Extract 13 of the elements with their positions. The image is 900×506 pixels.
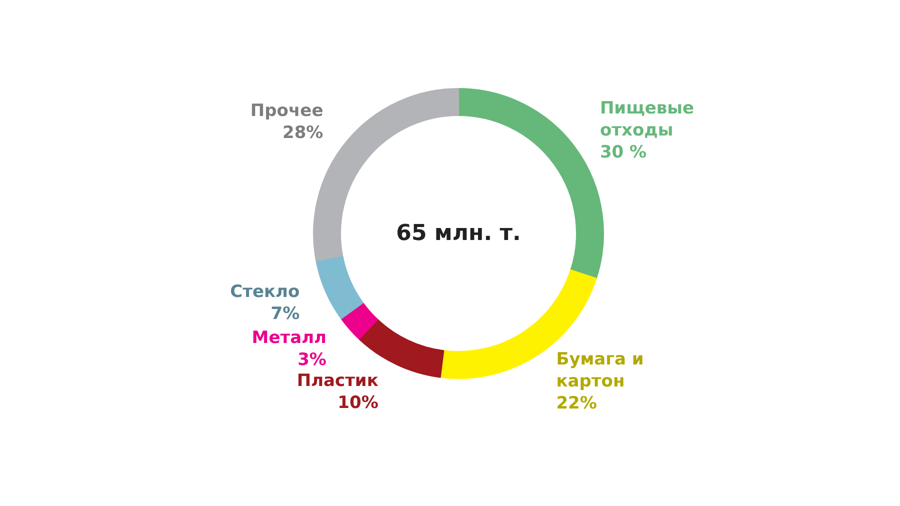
slice-label: Пластик	[296, 370, 379, 391]
data-label: 3%	[298, 350, 326, 370]
text: 65 млн. т.	[396, 221, 521, 246]
slice-label: Прочее	[250, 100, 324, 121]
data-label: 7%	[270, 304, 300, 324]
slice-label: Бумага и картон	[556, 349, 644, 392]
slice-label: Пищевые отходы	[600, 98, 694, 141]
data-label: 22%	[556, 393, 597, 414]
slice-label: Металл	[252, 328, 326, 348]
data-label: 30 %	[600, 142, 647, 163]
data-label: 28%	[282, 122, 324, 143]
slice-label: Стекло	[230, 282, 300, 302]
data-label: 10%	[338, 392, 378, 413]
